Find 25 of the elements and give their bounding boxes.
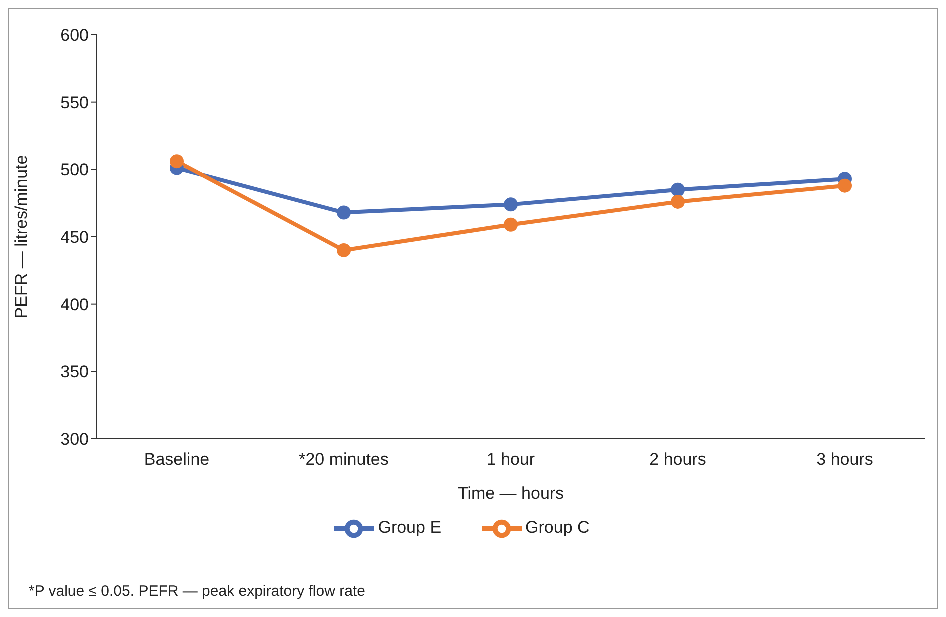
legend-label: Group C [526,518,590,538]
y-tick-label: 400 [60,295,89,314]
x-tick-label: Baseline [144,450,210,470]
point [504,218,518,232]
y-tick-label: 600 [60,26,89,46]
x-tick-label: 1 hour [486,450,536,470]
point [337,206,351,220]
point [671,182,685,197]
point [337,243,351,258]
point [671,194,685,209]
y-tick-label: 500 [60,160,89,180]
x-axis-title: Time — hours [458,484,564,503]
x-tick-label: *20 minutes [299,450,389,470]
point [504,198,518,212]
y-tick-label: 300 [60,430,89,450]
x-tick-label: 3 hours [816,450,874,470]
y-axis-title: PEFR — litres/minute [12,155,32,319]
y-tick-label: 350 [60,362,89,382]
legend-label: Group E [378,518,442,538]
y-tick-label: 550 [60,93,89,112]
y-tick-label: 450 [60,228,89,248]
point [170,154,184,169]
text: *P value ≤ 0.05. PEFR — peak expiratory flow rate [29,583,366,600]
x-tick-label: 2 hours [650,450,706,470]
point [838,178,852,193]
